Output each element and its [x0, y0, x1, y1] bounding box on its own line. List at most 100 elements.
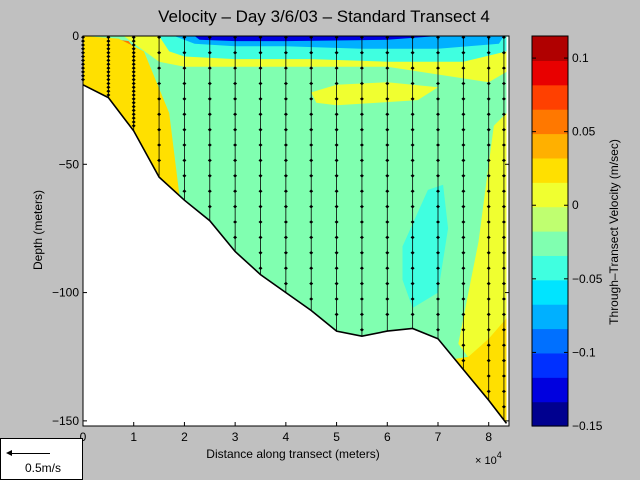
- station-marker: [359, 112, 364, 117]
- station-marker: [258, 50, 263, 55]
- station-profile: [436, 35, 440, 339]
- x-tick-label: 5: [333, 430, 340, 444]
- station-marker: [486, 174, 491, 178]
- station-marker: [233, 112, 238, 117]
- station-marker: [501, 266, 506, 270]
- colorbar-swatch: [532, 401, 568, 427]
- station-marker: [385, 112, 390, 117]
- station-profile: [207, 35, 212, 221]
- colorbar-swatch: [532, 157, 568, 183]
- x-tick-label: 6: [384, 430, 391, 444]
- station-profile: [157, 35, 162, 178]
- station-marker: [410, 97, 415, 101]
- station-marker: [258, 189, 263, 193]
- station-marker: [309, 251, 314, 255]
- station-marker: [410, 50, 415, 55]
- station-marker: [283, 235, 288, 240]
- station-marker: [131, 104, 136, 109]
- station-marker: [486, 127, 491, 132]
- colorbar-swatch: [532, 279, 568, 305]
- colorbar-swatch: [532, 84, 568, 110]
- station-marker: [258, 174, 263, 178]
- station-marker: [157, 50, 162, 55]
- station-marker: [334, 112, 339, 117]
- station-marker: [233, 189, 238, 193]
- station-marker: [461, 66, 466, 70]
- x-axis-exponent: × 104: [475, 450, 502, 467]
- station-marker: [486, 312, 491, 317]
- station-marker: [501, 158, 506, 163]
- station-marker: [131, 124, 136, 128]
- station-marker: [461, 189, 466, 193]
- station-marker: [410, 251, 415, 255]
- station-marker: [334, 97, 339, 101]
- station-marker: [385, 127, 390, 132]
- station-marker: [486, 143, 491, 147]
- station-marker: [461, 204, 466, 209]
- colorbar-swatch: [532, 133, 568, 159]
- station-marker: [309, 66, 314, 70]
- colorbar-tick-label: 0.05: [572, 125, 596, 139]
- x-tick-label: 1: [130, 430, 137, 444]
- colorbar: 0.1 0.05 0 −0.05 −0.1 −0.15: [531, 35, 603, 433]
- bottom-profile-line: [82, 84, 508, 424]
- station-marker: [207, 97, 212, 101]
- station-marker: [283, 127, 288, 132]
- station-marker: [486, 189, 491, 193]
- station-marker: [106, 66, 111, 70]
- station-marker: [410, 174, 415, 178]
- station-marker: [410, 297, 415, 301]
- station-marker: [461, 81, 466, 86]
- station-marker: [501, 389, 506, 394]
- station-marker: [309, 97, 314, 101]
- station-marker: [106, 62, 111, 66]
- station-marker: [410, 281, 415, 286]
- station-marker: [258, 235, 263, 240]
- station-marker: [309, 297, 314, 301]
- station-marker: [359, 66, 364, 70]
- station-marker: [233, 174, 238, 178]
- station-marker: [182, 50, 187, 55]
- station-marker: [359, 189, 364, 193]
- station-marker: [410, 266, 415, 270]
- x-axis-label: Distance along transect (meters): [206, 447, 379, 461]
- station-marker: [233, 143, 238, 147]
- colorbar-swatch: [532, 36, 568, 61]
- station-marker: [283, 50, 288, 55]
- station-marker: [436, 81, 440, 86]
- station-marker: [309, 235, 314, 240]
- station-marker: [131, 74, 136, 78]
- station-marker: [385, 220, 390, 224]
- colorbar-swatch: [532, 328, 568, 354]
- station-marker: [436, 297, 440, 301]
- station-marker: [501, 251, 506, 255]
- y-tick-label: −100: [52, 286, 79, 300]
- station-marker: [334, 235, 339, 240]
- station-marker: [106, 50, 111, 55]
- station-marker: [106, 85, 111, 90]
- station-marker: [258, 266, 263, 270]
- station-marker: [501, 66, 506, 70]
- station-marker: [501, 127, 506, 132]
- station-marker: [359, 281, 364, 286]
- colorbar-swatch: [532, 60, 568, 86]
- station-marker: [410, 66, 415, 70]
- station-marker: [501, 143, 506, 147]
- station-marker: [359, 81, 364, 86]
- station-marker: [283, 66, 288, 70]
- station-marker: [157, 66, 162, 70]
- station-marker: [385, 297, 390, 301]
- station-marker: [486, 204, 491, 209]
- x-tick-label: 3: [232, 430, 239, 444]
- station-marker: [207, 66, 212, 70]
- colorbar-swatch: [532, 231, 568, 256]
- station-marker: [410, 112, 415, 117]
- station-profile: [501, 35, 506, 421]
- station-marker: [283, 251, 288, 255]
- station-profile: [309, 35, 314, 311]
- station-marker: [258, 220, 263, 224]
- station-marker: [207, 189, 212, 193]
- station-marker: [436, 220, 440, 224]
- station-marker: [501, 358, 506, 363]
